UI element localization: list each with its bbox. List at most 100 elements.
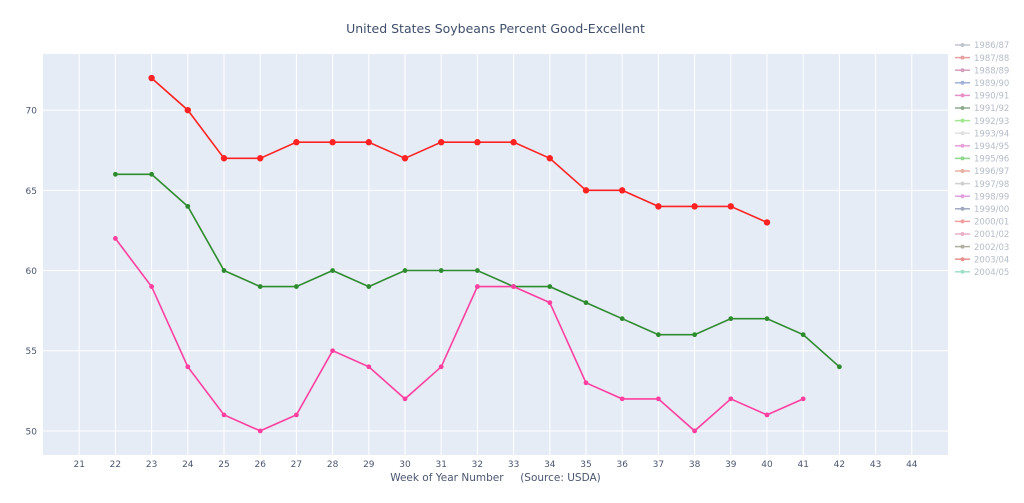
data-point[interactable] [366, 364, 372, 370]
data-point[interactable] [149, 284, 155, 289]
data-point[interactable] [474, 139, 481, 146]
data-point[interactable] [365, 139, 372, 146]
data-point[interactable] [221, 412, 227, 418]
data-point[interactable] [257, 428, 263, 434]
data-point[interactable] [294, 284, 299, 289]
data-point[interactable] [656, 396, 661, 402]
data-point[interactable] [438, 364, 444, 370]
legend-item[interactable]: 1995/96 [955, 155, 1009, 165]
data-point[interactable] [656, 332, 661, 338]
x-tick-label: 21 [73, 460, 84, 470]
data-point[interactable] [257, 284, 263, 289]
data-point[interactable] [148, 74, 155, 82]
x-tick-label: 31 [435, 460, 446, 470]
y-tick-label: 65 [26, 187, 37, 197]
data-point[interactable] [692, 428, 697, 434]
data-point[interactable] [402, 396, 408, 402]
legend-label: 2000/01 [974, 218, 1009, 228]
legend-item[interactable]: 1986/87 [955, 41, 1009, 51]
legend-label: 2001/02 [974, 230, 1009, 240]
data-point[interactable] [511, 284, 516, 289]
data-point[interactable] [655, 203, 662, 210]
legend-item[interactable]: 1998/99 [955, 192, 1009, 202]
legend-item[interactable]: 1990/91 [955, 92, 1009, 102]
legend-label: 1987/88 [974, 54, 1009, 64]
data-point[interactable] [583, 380, 589, 386]
data-point[interactable] [401, 155, 409, 162]
series-line-1[interactable] [113, 171, 842, 370]
data-point[interactable] [294, 412, 299, 418]
data-point[interactable] [330, 268, 335, 273]
x-tick-label: 22 [110, 460, 121, 470]
data-point[interactable] [546, 155, 553, 162]
data-point[interactable] [185, 364, 191, 370]
legend-marker [960, 169, 965, 173]
data-point[interactable] [221, 268, 227, 273]
legend-item[interactable]: 1989/90 [955, 79, 1009, 89]
data-point[interactable] [837, 364, 842, 370]
legend-item[interactable]: 2000/01 [955, 218, 1009, 228]
data-point[interactable] [691, 203, 698, 210]
data-point[interactable] [547, 300, 553, 306]
data-point[interactable] [510, 139, 517, 146]
data-point[interactable] [475, 268, 480, 273]
data-point[interactable] [475, 284, 480, 289]
legend-item[interactable]: 2003/04 [955, 255, 1009, 265]
data-point[interactable] [330, 348, 335, 354]
legend-item[interactable]: 1996/97 [955, 167, 1009, 177]
legend-item[interactable]: 2002/03 [955, 243, 1009, 253]
legend-label: 1990/91 [974, 92, 1009, 102]
legend-label: 1999/00 [974, 205, 1009, 215]
data-point[interactable] [800, 396, 806, 402]
data-point[interactable] [113, 236, 118, 241]
data-point[interactable] [764, 412, 770, 418]
data-point[interactable] [366, 284, 372, 289]
grid-lines [43, 54, 948, 455]
x-tick-label: 30 [399, 460, 411, 470]
data-point[interactable] [329, 139, 336, 146]
data-point[interactable] [582, 187, 590, 194]
data-point[interactable] [763, 219, 771, 226]
data-point[interactable] [149, 171, 155, 177]
data-point[interactable] [619, 316, 625, 322]
legend-item[interactable]: 1987/88 [955, 54, 1009, 64]
legend-item[interactable]: 2004/05 [955, 268, 1009, 278]
data-point[interactable] [438, 139, 445, 146]
legend-item[interactable]: 1991/92 [955, 104, 1009, 114]
data-point[interactable] [619, 396, 625, 402]
series-line-2[interactable] [113, 236, 806, 434]
data-point[interactable] [583, 300, 589, 306]
data-point[interactable] [184, 106, 191, 114]
data-point[interactable] [764, 316, 770, 322]
legend-marker [960, 93, 965, 98]
data-point[interactable] [727, 203, 734, 210]
data-point[interactable] [692, 332, 697, 338]
y-tick-label: 50 [26, 427, 38, 437]
legend-item[interactable]: 2001/02 [955, 230, 1009, 240]
data-point[interactable] [728, 316, 734, 322]
data-point[interactable] [402, 268, 408, 273]
data-point[interactable] [728, 396, 734, 402]
data-point[interactable] [547, 284, 553, 289]
legend-marker [960, 269, 965, 274]
data-point[interactable] [800, 332, 806, 338]
data-point[interactable] [185, 203, 191, 209]
x-tick-label: 42 [834, 460, 845, 470]
data-point[interactable] [257, 155, 264, 162]
data-point[interactable] [293, 139, 300, 146]
legend-item[interactable]: 1992/93 [955, 117, 1009, 127]
x-tick-label: 41 [797, 460, 808, 470]
data-point[interactable] [619, 187, 626, 194]
legend-label: 1997/98 [974, 180, 1009, 190]
legend-label: 1993/94 [974, 129, 1009, 139]
legend-item[interactable]: 1993/94 [955, 129, 1009, 139]
data-point[interactable] [220, 155, 228, 162]
data-point[interactable] [113, 171, 118, 177]
legend-item[interactable]: 1988/89 [955, 66, 1009, 76]
legend[interactable]: 1986/87 1987/88 1988/89 1989/90 1990/91 1991/… [955, 41, 1009, 278]
series-line-0[interactable] [148, 74, 771, 226]
legend-item[interactable]: 1997/98 [955, 180, 1009, 190]
legend-item[interactable]: 1999/00 [955, 205, 1009, 215]
legend-item[interactable]: 1994/95 [955, 142, 1009, 152]
data-point[interactable] [438, 268, 444, 273]
